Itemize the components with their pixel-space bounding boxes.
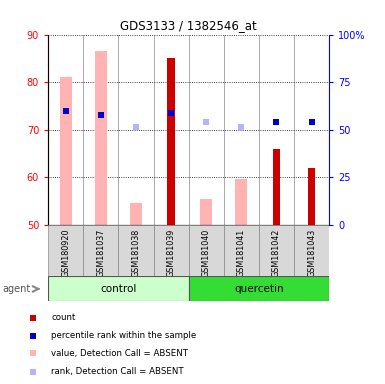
Text: GSM180920: GSM180920 [61, 229, 70, 278]
Text: percentile rank within the sample: percentile rank within the sample [51, 331, 196, 340]
Bar [154, 225, 189, 278]
Text: GSM181041: GSM181041 [237, 229, 246, 277]
Bar [308, 168, 315, 225]
Bar [189, 225, 224, 278]
Bar [83, 225, 119, 278]
Text: GSM181040: GSM181040 [202, 229, 211, 277]
Bar [224, 225, 259, 278]
Bar [95, 51, 107, 225]
Text: value, Detection Call = ABSENT: value, Detection Call = ABSENT [51, 349, 188, 358]
Title: GDS3133 / 1382546_at: GDS3133 / 1382546_at [120, 19, 257, 32]
Bar [60, 77, 72, 225]
Text: GSM181038: GSM181038 [131, 229, 141, 277]
Bar [189, 276, 329, 301]
Text: GSM181039: GSM181039 [167, 229, 176, 277]
Text: GSM181037: GSM181037 [96, 229, 105, 277]
Bar [259, 225, 294, 278]
Bar [294, 225, 329, 278]
Text: GSM181042: GSM181042 [272, 229, 281, 277]
Bar [119, 225, 154, 278]
Bar [273, 149, 280, 225]
Text: agent: agent [2, 284, 31, 294]
Text: count: count [51, 313, 75, 323]
Text: control: control [100, 284, 137, 294]
Bar [48, 276, 189, 301]
Bar [48, 225, 83, 278]
Bar [130, 203, 142, 225]
Text: GSM181043: GSM181043 [307, 229, 316, 277]
Bar [235, 179, 248, 225]
Bar [200, 199, 213, 225]
Text: rank, Detection Call = ABSENT: rank, Detection Call = ABSENT [51, 367, 184, 376]
Text: quercetin: quercetin [234, 284, 284, 294]
Bar [167, 58, 175, 225]
